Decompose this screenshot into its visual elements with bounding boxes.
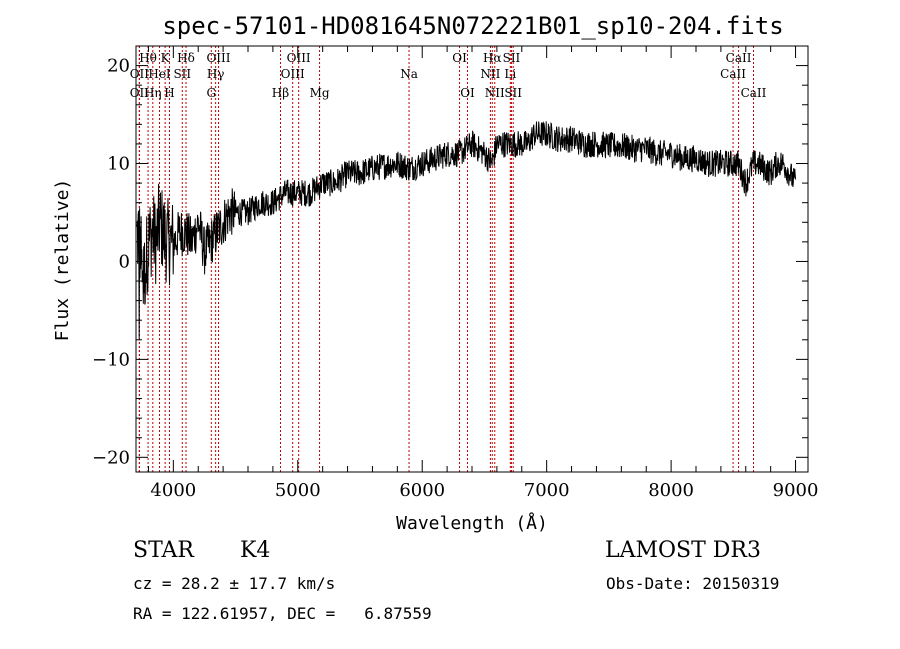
plot-frame: [135, 45, 809, 473]
radec-text: RA = 122.61957, DEC = 6.87559: [133, 604, 432, 623]
obs-date-text: Obs-Date: 20150319: [606, 574, 780, 593]
line-label-7: SII: [173, 67, 191, 81]
line-label-20: NII: [480, 67, 500, 81]
line-label-1: OII: [130, 67, 150, 81]
y-axis-label: Flux (relative): [52, 179, 73, 342]
line-label-22: SII: [503, 51, 521, 65]
line-label-13: OIII: [287, 51, 311, 65]
line-label-18: OI: [460, 86, 475, 100]
object-class: STAR: [133, 538, 194, 563]
line-label-27: CaII: [741, 86, 767, 100]
line-label-17: OI: [452, 51, 467, 65]
y-tick-label: 20: [107, 56, 130, 77]
y-tick-label: 10: [107, 154, 130, 175]
line-label-12: Hβ: [272, 86, 289, 100]
line-label-2: OII: [130, 86, 150, 100]
y-tick-label: −10: [92, 349, 130, 370]
line-label-5: K: [161, 51, 171, 65]
line-label-23: Li: [504, 67, 516, 81]
line-label-16: Na: [400, 67, 418, 81]
line-label-21: NII: [485, 86, 505, 100]
line-label-9: OIII: [206, 51, 230, 65]
line-label-0: Hθ: [139, 51, 157, 65]
line-label-6: H: [164, 86, 174, 100]
line-label-11: G: [206, 86, 216, 100]
x-axis-label: Wavelength (Å): [396, 512, 548, 534]
spectrum-line: [136, 121, 797, 339]
line-label-4: HeI: [148, 67, 171, 81]
line-label-14: OIII: [281, 67, 305, 81]
x-tick-label: 7000: [524, 480, 570, 501]
chart-title: spec-57101-HD081645N072221B01_sp10-204.f…: [162, 12, 783, 40]
line-label-15: Mg: [310, 86, 330, 100]
redshift-text: cz = 28.2 ± 17.7 km/s: [133, 574, 336, 593]
line-label-24: SII: [504, 86, 522, 100]
line-label-10: Hγ: [207, 67, 225, 81]
x-tick-label: 9000: [773, 480, 819, 501]
x-tick-label: 8000: [648, 480, 694, 501]
line-label-26: CaII: [720, 67, 746, 81]
x-tick-label: 6000: [399, 480, 445, 501]
object-subclass: K4: [240, 538, 271, 563]
line-label-19: Hα: [483, 51, 502, 65]
line-label-25: CaII: [726, 51, 752, 65]
x-tick-label: 4000: [150, 480, 196, 501]
survey-name: LAMOST DR3: [605, 538, 761, 563]
line-label-8: Hδ: [177, 51, 195, 65]
y-tick-label: 0: [119, 251, 130, 272]
y-tick-label: −20: [92, 447, 130, 468]
x-tick-label: 5000: [275, 480, 321, 501]
line-label-3: Hη: [144, 86, 162, 100]
